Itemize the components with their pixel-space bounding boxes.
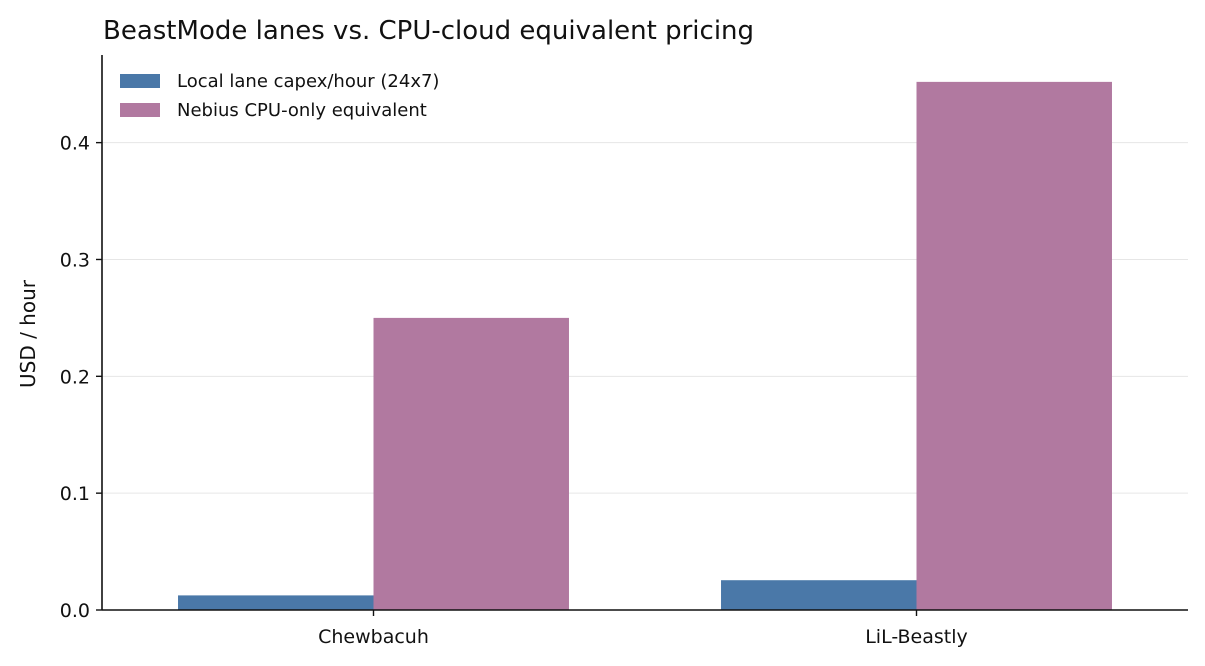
y-tick-label: 0.0 — [60, 600, 90, 622]
bars — [178, 81, 1112, 611]
legend-label: Local lane capex/hour (24x7) — [177, 71, 439, 92]
bar-chewbacuh-series-0 — [178, 595, 374, 610]
x-axis: Chewbacuh LiL-Beastly — [102, 609, 1188, 648]
legend-swatch — [120, 74, 160, 88]
bar-lil-beastly-series-1 — [916, 81, 1112, 611]
y-axis: 0.0 0.1 0.2 0.3 0.4 — [60, 55, 103, 622]
y-tick-label: 0.1 — [60, 483, 90, 505]
bar-chewbacuh-series-1 — [373, 317, 569, 610]
legend-swatch — [120, 103, 160, 117]
chart-title: BeastMode lanes vs. CPU-cloud equivalent… — [103, 16, 754, 46]
bar-lil-beastly-series-0 — [721, 580, 917, 610]
x-tick-label: LiL-Beastly — [865, 626, 968, 648]
y-tick-label: 0.2 — [60, 366, 90, 388]
y-tick-label: 0.3 — [60, 249, 90, 271]
legend-label: Nebius CPU-only equivalent — [177, 100, 427, 121]
y-axis-label: USD / hour — [16, 279, 40, 388]
x-tick-label: Chewbacuh — [318, 626, 429, 648]
y-tick-label: 0.4 — [60, 133, 90, 155]
legend: Local lane capex/hour (24x7) Nebius CPU-o… — [120, 71, 439, 121]
